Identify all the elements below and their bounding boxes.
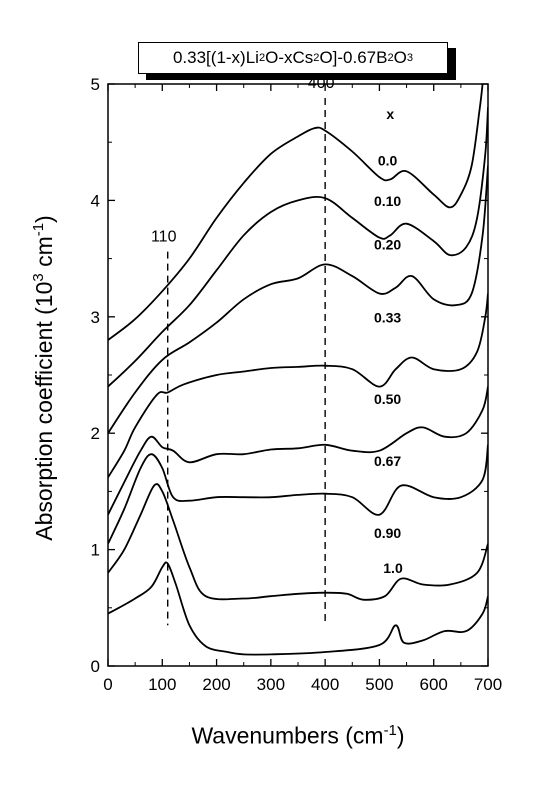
x-tick-label: 600	[420, 675, 448, 694]
series-label-0.33: 0.33	[374, 310, 401, 326]
x-tick-label: 300	[257, 675, 285, 694]
y-tick-label: 5	[91, 75, 100, 94]
plot-frame	[107, 83, 489, 667]
series-line-0.0	[108, 84, 484, 341]
series-label-0.67: 0.67	[374, 453, 401, 469]
series-label-0.0: 0.0	[378, 152, 398, 168]
series-label-1.0: 1.0	[383, 560, 403, 576]
series-label-0.90: 0.90	[374, 525, 401, 541]
peak-label-400: 400	[308, 75, 335, 92]
series-line-0.33	[108, 293, 488, 478]
series-label-0.20: 0.20	[374, 236, 401, 252]
series-label-0.50: 0.50	[374, 391, 401, 407]
series-line-1.0	[108, 561, 488, 656]
x-tick-label: 400	[311, 675, 339, 694]
x-tick-label: 500	[365, 675, 393, 694]
series-line-0.90	[108, 483, 488, 601]
peak-label-110: 110	[151, 229, 177, 246]
series-line-0.20	[108, 165, 488, 434]
x-axis-label: Wavenumbers (cm-1)	[191, 722, 405, 749]
x-tick-label: 0	[103, 675, 112, 694]
series-line-0.67	[108, 444, 488, 545]
series-line-0.50	[108, 386, 488, 516]
series-line-0.10	[108, 107, 488, 388]
y-tick-label: 4	[91, 191, 100, 210]
y-tick-label: 0	[91, 657, 100, 676]
y-tick-label: 3	[91, 308, 100, 327]
y-tick-label: 2	[91, 424, 100, 443]
x-tick-label: 700	[474, 675, 502, 694]
x-tick-label: 200	[202, 675, 230, 694]
x-tick-label: 100	[148, 675, 176, 694]
y-axis-label: Absorption coefficient (103 cm-1)	[30, 215, 57, 541]
y-tick-label: 1	[91, 541, 100, 560]
chart-title: 0.33[(1-x)Li 2 O-xCs 2 O]-0.67B 2 O 3	[138, 42, 448, 74]
series-label-0.10: 0.10	[374, 193, 401, 209]
legend-header: x	[386, 106, 394, 122]
